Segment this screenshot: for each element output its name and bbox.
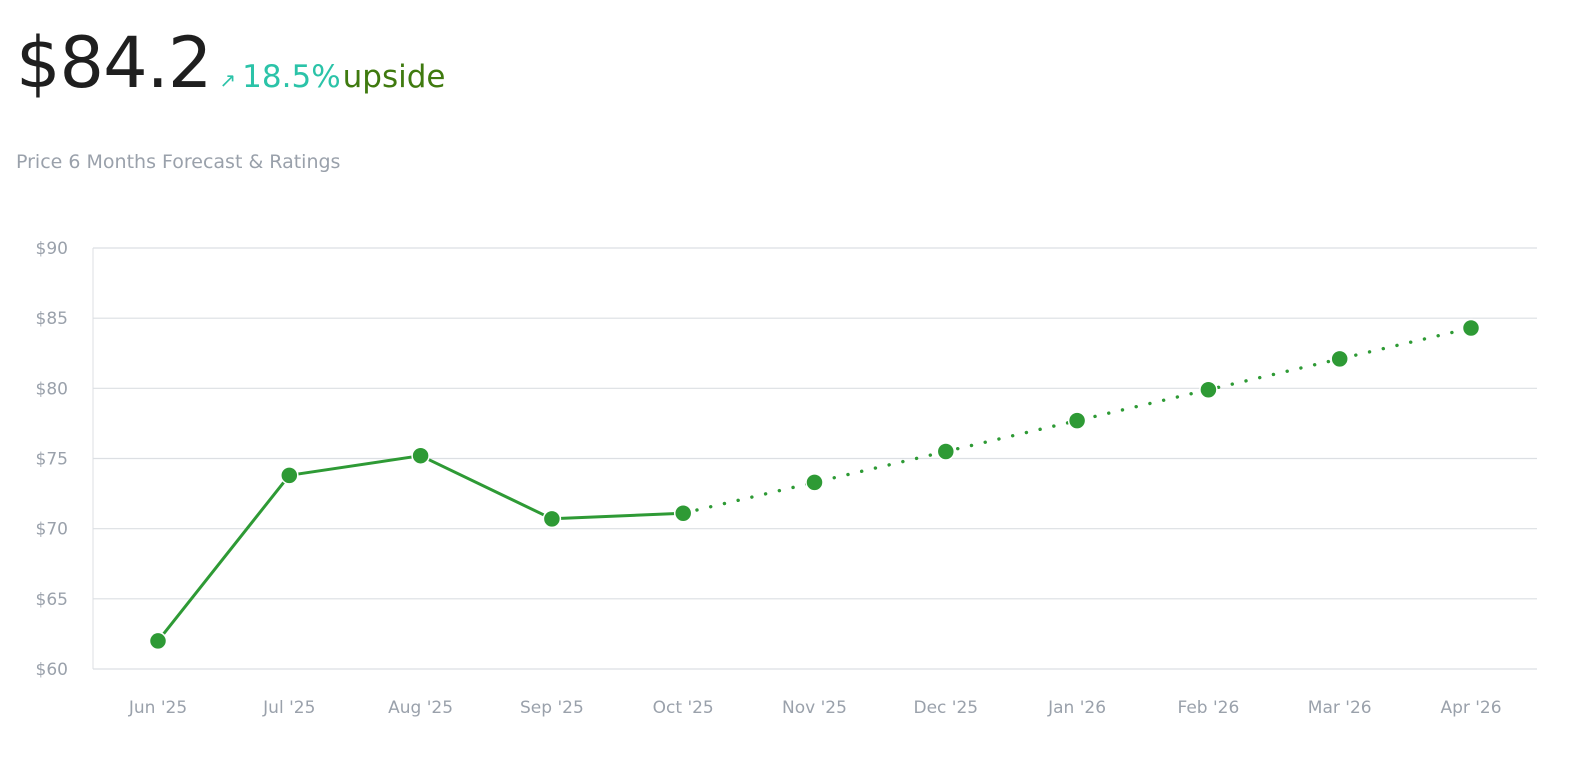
- x-tick-label: Oct '25: [653, 698, 714, 718]
- price-value: $84.2: [16, 22, 212, 104]
- x-tick-label: Mar '26: [1308, 698, 1372, 718]
- data-point[interactable]: [1461, 318, 1481, 338]
- x-tick-label: Sep '25: [520, 698, 584, 718]
- data-point[interactable]: [542, 509, 562, 529]
- x-tick-label: Jan '26: [1047, 698, 1106, 718]
- price-header: $84.2 ↗ 18.5% upside: [16, 28, 446, 98]
- y-tick-label: $75: [36, 450, 68, 470]
- x-tick-label: Aug '25: [388, 698, 453, 718]
- x-axis: Jun '25 Jul '25 Aug '25 Sep '25 Oct '25 Nov '…: [128, 698, 1502, 718]
- x-tick-label: Apr '26: [1440, 698, 1501, 718]
- data-point[interactable]: [280, 466, 299, 485]
- data-point[interactable]: [1067, 411, 1087, 430]
- change-label: upside: [342, 59, 446, 95]
- x-tick-label: Dec '25: [913, 698, 978, 718]
- chart-subtitle: Price 6 Months Forecast & Ratings: [16, 151, 341, 173]
- grid-layer: [92, 247, 1537, 670]
- data-point[interactable]: [148, 631, 168, 651]
- y-axis: $60 $65 $70 $75 $80 $85 $90: [36, 239, 68, 680]
- price-change: ↗ 18.5% upside: [219, 59, 445, 95]
- data-point[interactable]: [411, 446, 430, 465]
- data-point[interactable]: [1199, 380, 1218, 399]
- y-tick-label: $65: [36, 590, 68, 610]
- data-point[interactable]: [805, 473, 824, 492]
- x-tick-label: Jul '25: [262, 698, 315, 718]
- change-percent: 18.5%: [242, 59, 341, 95]
- series-points: [148, 318, 1481, 651]
- y-tick-label: $80: [36, 379, 68, 399]
- y-tick-label: $90: [36, 239, 68, 259]
- x-tick-label: Jun '25: [128, 698, 187, 718]
- arrow-up-right-icon: ↗: [219, 68, 237, 92]
- historical-series-line: [156, 454, 685, 643]
- y-tick-label: $85: [36, 309, 68, 329]
- x-tick-label: Nov '25: [782, 698, 847, 718]
- y-tick-label: $60: [36, 660, 68, 680]
- data-point[interactable]: [673, 503, 693, 523]
- data-point[interactable]: [1330, 349, 1349, 369]
- y-tick-label: $70: [36, 520, 68, 540]
- x-tick-label: Feb '26: [1177, 698, 1239, 718]
- data-point[interactable]: [936, 442, 956, 461]
